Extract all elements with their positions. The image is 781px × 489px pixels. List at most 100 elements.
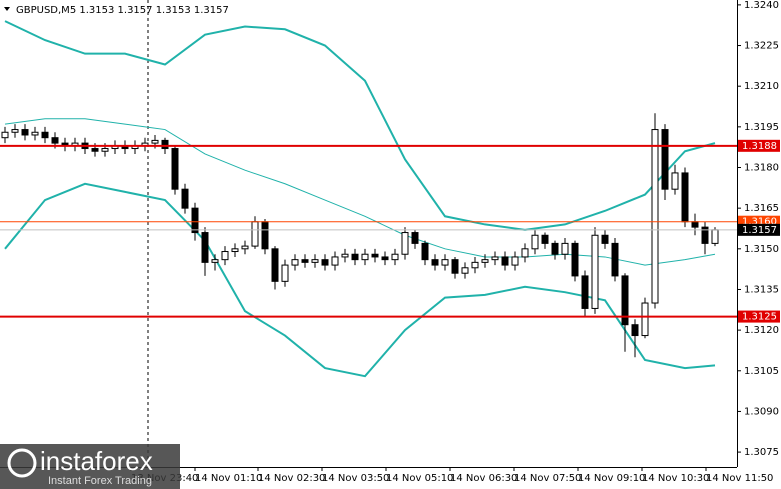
candle-body (601, 234, 609, 244)
x-tick-label: 14 Nov 09:10 (578, 473, 645, 484)
candle-body (381, 256, 389, 261)
candle-body (441, 259, 449, 266)
candle-body (321, 259, 329, 266)
candle-body (521, 248, 529, 258)
x-tick-label: 14 Nov 10:30 (642, 473, 709, 484)
candle-body (691, 221, 699, 228)
band-middle (4, 118, 716, 266)
candle-body (641, 302, 649, 337)
candle-body (41, 131, 49, 139)
last-price-box (738, 223, 780, 236)
y-tick-label: 1.3075 (744, 447, 779, 458)
candle-body (661, 129, 669, 190)
candle-body (231, 248, 239, 253)
candle-body (21, 129, 29, 136)
candle-body (491, 256, 499, 261)
candle-body (261, 221, 269, 250)
candle-body (671, 172, 679, 190)
candle-body (201, 232, 209, 263)
candle-body (581, 275, 589, 309)
candle-body (431, 259, 439, 266)
x-tick-label: 14 Nov 02:30 (258, 473, 325, 484)
logo-icon (7, 448, 37, 478)
band-lower (4, 182, 716, 378)
candle-body (531, 234, 539, 250)
candle-body (251, 221, 259, 247)
candle-body (551, 242, 559, 255)
y-tick-label: 1.3195 (744, 122, 779, 133)
candle-body (151, 139, 159, 144)
y-tick-label: 1.3150 (744, 244, 779, 255)
candle-body (181, 188, 189, 209)
candle-body (451, 259, 459, 274)
candle-body (611, 242, 619, 277)
x-tick-label: 14 Nov 06:30 (450, 473, 517, 484)
y-tick-label: 1.3210 (744, 81, 779, 92)
y-tick-label: 1.3240 (744, 0, 779, 11)
candle-body (331, 256, 339, 266)
y-tick-label: 1.3225 (744, 41, 779, 52)
candle-body (631, 324, 639, 337)
last-price-label: 1.3157 (742, 225, 777, 236)
candle-body (361, 253, 369, 261)
candle-body (481, 259, 489, 263)
candle-body (561, 242, 569, 255)
candle-body (31, 131, 39, 136)
price-level-label: 1.3160 (742, 217, 777, 228)
candle-body (161, 139, 169, 150)
candle-body (391, 253, 399, 261)
logo-name: instaforex (40, 446, 153, 476)
candle-body (411, 232, 419, 244)
candle-body (501, 256, 509, 266)
candle-body (1, 131, 9, 139)
candle-body (421, 242, 429, 261)
candle-body (371, 253, 379, 258)
logo-tagline: Instant Forex Trading (48, 475, 152, 487)
candle-body (171, 148, 179, 190)
candle-body (621, 275, 629, 326)
price-level-box (738, 139, 780, 152)
y-tick-label: 1.3180 (744, 163, 779, 174)
candle-body (301, 259, 309, 263)
candle-body (241, 245, 249, 250)
candle-body (701, 226, 709, 244)
price-level-box (738, 310, 780, 323)
candle-body (511, 256, 519, 266)
candle-body (291, 259, 299, 266)
candle-body (191, 207, 199, 234)
y-tick-label: 1.3120 (744, 325, 779, 336)
candle-body (101, 148, 109, 152)
x-tick-label: 14 Nov 03:50 (322, 473, 389, 484)
band-upper (4, 20, 716, 231)
y-tick-label: 1.3135 (744, 284, 779, 295)
candle-body (281, 264, 289, 282)
x-tick-label: 14 Nov 01:10 (195, 473, 262, 484)
candle-body (221, 251, 229, 261)
y-tick-label: 1.3105 (744, 366, 779, 377)
y-tick-label: 1.3165 (744, 203, 779, 214)
candle-body (541, 234, 549, 244)
candle-body (341, 253, 349, 258)
candle-body (91, 148, 99, 152)
candle-body (401, 232, 409, 255)
price-level-label: 1.3188 (742, 141, 777, 152)
candle-body (51, 137, 59, 144)
chart-title: GBPUSD,M5 1.3153 1.3157 1.3153 1.3157 (16, 5, 229, 16)
candle-body (591, 234, 599, 309)
candle-body (461, 267, 469, 274)
candle-body (351, 253, 359, 261)
candle-body (271, 248, 279, 282)
price-level-label: 1.3125 (742, 312, 777, 323)
logo: instaforex Instant Forex Trading (0, 444, 180, 489)
candle-body (681, 172, 689, 223)
x-tick-label: 14 Nov 11:50 (706, 473, 773, 484)
x-tick-label: 14 Nov 05:10 (386, 473, 453, 484)
candle-body (471, 261, 479, 269)
title-marker (4, 7, 10, 11)
candle-body (651, 129, 659, 304)
candle-body (571, 242, 579, 277)
candle-body (311, 259, 319, 263)
